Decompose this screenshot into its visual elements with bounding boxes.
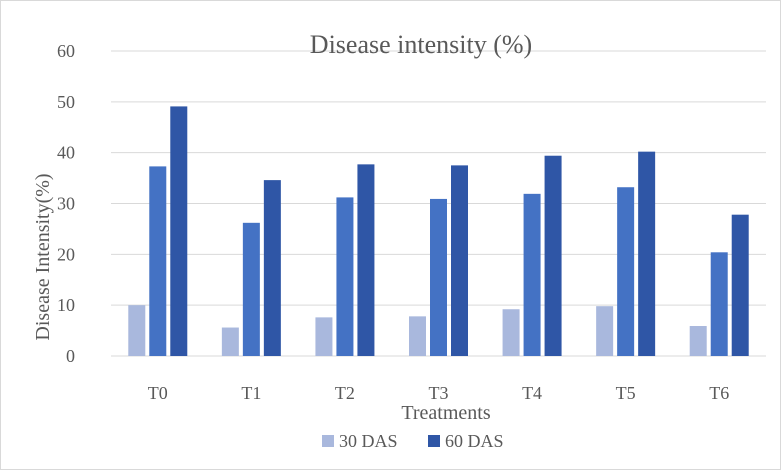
y-tick-label-60: 60 xyxy=(57,41,75,61)
legend-swatch-60-das xyxy=(428,435,440,447)
bar-t3-series-1 xyxy=(409,316,426,356)
bar-t6-series-2 xyxy=(710,252,728,356)
bar-t0-series-1 xyxy=(128,305,146,356)
x-axis-title: Treatments xyxy=(401,402,490,424)
bar-t4-series-1 xyxy=(502,309,520,356)
bar-t1-series-1 xyxy=(221,327,239,356)
x-tick-label-t3: T3 xyxy=(429,383,449,403)
y-tick-label-10: 10 xyxy=(57,295,75,315)
x-tick-label-t5: T5 xyxy=(616,383,636,403)
bar-t1-series-3 xyxy=(263,180,281,356)
x-tick-label-t6: T6 xyxy=(709,383,729,403)
bar-t6-series-3 xyxy=(731,214,749,356)
y-tick-label-40: 40 xyxy=(57,143,75,163)
bar-t3-series-2 xyxy=(430,198,447,356)
bar-t1-series-2 xyxy=(242,222,260,356)
y-tick-label-0: 0 xyxy=(66,346,75,366)
y-tick-label-30: 30 xyxy=(57,194,75,214)
bar-t4-series-2 xyxy=(523,193,541,356)
legend-label-60-das: 60 DAS xyxy=(445,431,504,451)
x-tick-label-t1: T1 xyxy=(241,383,261,403)
bar-t3-series-3 xyxy=(451,165,468,356)
bar-t0-series-2 xyxy=(149,166,167,356)
y-tick-label-20: 20 xyxy=(57,244,75,264)
x-tick-label-t4: T4 xyxy=(522,383,542,403)
bar-t6-series-1 xyxy=(689,326,707,356)
x-tick-label-t2: T2 xyxy=(335,383,355,403)
legend-swatch-30-das xyxy=(322,435,334,447)
bar-t5-series-3 xyxy=(638,151,656,356)
legend: 30 DAS 60 DAS xyxy=(322,431,504,451)
bar-t2-series-1 xyxy=(315,317,333,356)
bar-t2-series-2 xyxy=(336,197,354,356)
bar-t5-series-2 xyxy=(617,187,635,356)
legend-label-30-das: 30 DAS xyxy=(339,431,398,451)
y-tick-label-50: 50 xyxy=(57,92,75,112)
x-tick-label-t0: T0 xyxy=(148,383,168,403)
axes: 0 10 20 30 40 50 60 T0 T1 T2 T3 T4 T5 T6 xyxy=(57,41,729,403)
bar-t0-series-3 xyxy=(170,106,188,357)
bar-t2-series-3 xyxy=(357,164,375,356)
y-axis-title: Disease Intensity(%) xyxy=(32,173,54,340)
bar-t4-series-3 xyxy=(544,155,562,356)
chart-title: Disease intensity (%) xyxy=(310,30,532,59)
bars xyxy=(128,106,749,357)
bar-t5-series-1 xyxy=(596,306,614,356)
